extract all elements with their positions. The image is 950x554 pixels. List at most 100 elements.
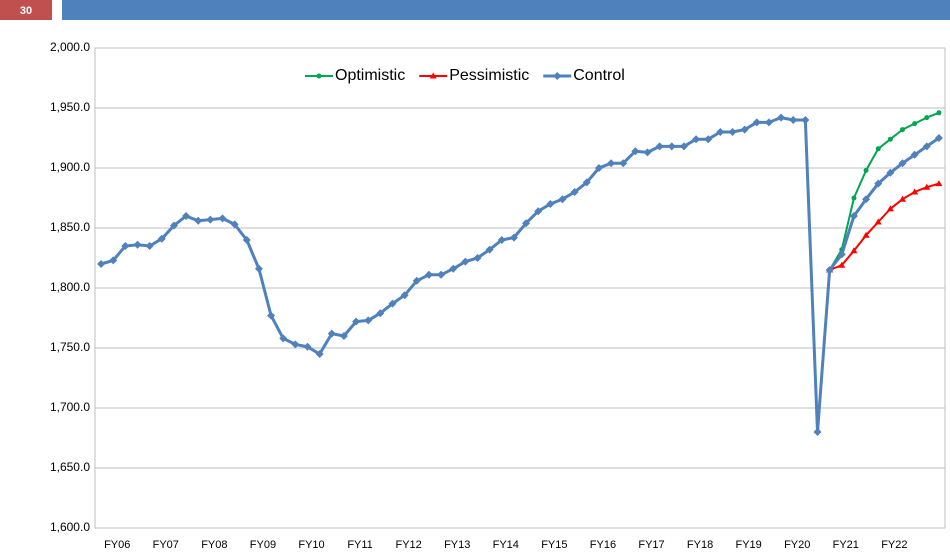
legend-label: Optimistic [335, 67, 405, 84]
data-point [594, 164, 603, 172]
data-point [850, 247, 858, 254]
data-point [862, 195, 871, 204]
x-tick-label: FY17 [638, 539, 664, 551]
data-point [874, 179, 883, 188]
data-point [863, 167, 869, 173]
slide-number-box [0, 0, 52, 20]
data-point [801, 116, 810, 124]
data-point [303, 342, 312, 351]
data-point [643, 148, 652, 157]
data-point [461, 257, 470, 266]
x-tick-label: FY08 [201, 539, 227, 551]
data-point [923, 183, 931, 190]
data-point [655, 142, 664, 151]
data-point [267, 311, 276, 320]
x-tick-label: FY06 [104, 539, 130, 551]
data-point [619, 159, 628, 168]
series-line [828, 111, 940, 271]
data-point [206, 215, 215, 224]
data-point [388, 299, 397, 308]
data-point [900, 127, 905, 133]
data-point [631, 147, 640, 156]
data-point [667, 142, 676, 151]
data-point [376, 309, 385, 318]
data-point [716, 128, 725, 136]
data-point [133, 240, 142, 249]
data-point [291, 340, 300, 349]
data-point [97, 260, 106, 268]
y-tick-label: 1,700.0 [50, 400, 90, 414]
y-tick-label: 1,950.0 [50, 100, 90, 114]
x-tick-label: FY21 [833, 539, 859, 551]
data-point [546, 200, 555, 208]
data-point [874, 218, 882, 225]
data-point [121, 242, 130, 250]
series-line [100, 116, 940, 434]
data-point [935, 180, 943, 187]
data-point [838, 261, 846, 268]
data-point [910, 150, 919, 159]
data-point [922, 142, 931, 151]
data-point [194, 216, 203, 225]
data-point [339, 332, 348, 340]
data-point [315, 350, 324, 358]
data-point [862, 231, 870, 238]
data-point [607, 159, 616, 168]
data-point [437, 270, 446, 279]
y-tick-label: 2,000.0 [50, 40, 90, 54]
y-tick-label: 1,850.0 [50, 220, 90, 234]
data-point [887, 136, 893, 142]
data-point [497, 236, 506, 244]
data-point [424, 270, 433, 279]
legend-label: Pessimistic [449, 67, 529, 84]
x-tick-label: FY10 [298, 539, 324, 551]
x-tick-label: FY22 [881, 539, 907, 551]
x-tick-label: FY16 [590, 539, 616, 551]
data-point [936, 110, 942, 116]
data-point [218, 214, 227, 223]
data-point [789, 116, 798, 124]
x-tick-label: FY20 [784, 539, 810, 551]
data-point [412, 276, 421, 285]
data-point [509, 233, 518, 242]
data-point [849, 212, 858, 220]
legend-marker [429, 72, 437, 79]
data-point [352, 317, 361, 326]
x-tick-label: FY15 [541, 539, 567, 551]
data-point [777, 113, 786, 122]
data-point [364, 316, 373, 325]
y-tick-label: 1,900.0 [50, 160, 90, 174]
slide-number: 30 [20, 5, 32, 17]
legend-label: Control [573, 67, 625, 84]
data-point [899, 195, 906, 202]
x-tick-label: FY19 [735, 539, 761, 551]
data-point [813, 428, 822, 436]
x-tick-label: FY09 [250, 539, 276, 551]
y-tick-label: 1,750.0 [50, 340, 90, 354]
data-point [740, 125, 749, 134]
data-point [752, 118, 761, 127]
legend-marker [553, 72, 562, 80]
data-point [875, 146, 881, 152]
x-tick-label: FY13 [444, 539, 470, 551]
y-tick-label: 1,800.0 [50, 280, 90, 294]
data-point [157, 234, 166, 243]
data-point [825, 266, 834, 274]
data-point [254, 264, 263, 273]
data-point [764, 118, 773, 127]
data-point [242, 236, 251, 244]
x-tick-label: FY11 [347, 539, 372, 551]
y-tick-label: 1,650.0 [50, 460, 90, 474]
data-point [522, 219, 531, 228]
data-point [679, 142, 688, 151]
x-tick-label: FY07 [153, 539, 179, 551]
data-point [230, 220, 239, 229]
data-point [704, 135, 713, 144]
data-point [898, 159, 907, 168]
data-point [109, 256, 118, 265]
header-bar [62, 0, 950, 20]
data-point [886, 205, 894, 212]
data-point [924, 115, 930, 121]
